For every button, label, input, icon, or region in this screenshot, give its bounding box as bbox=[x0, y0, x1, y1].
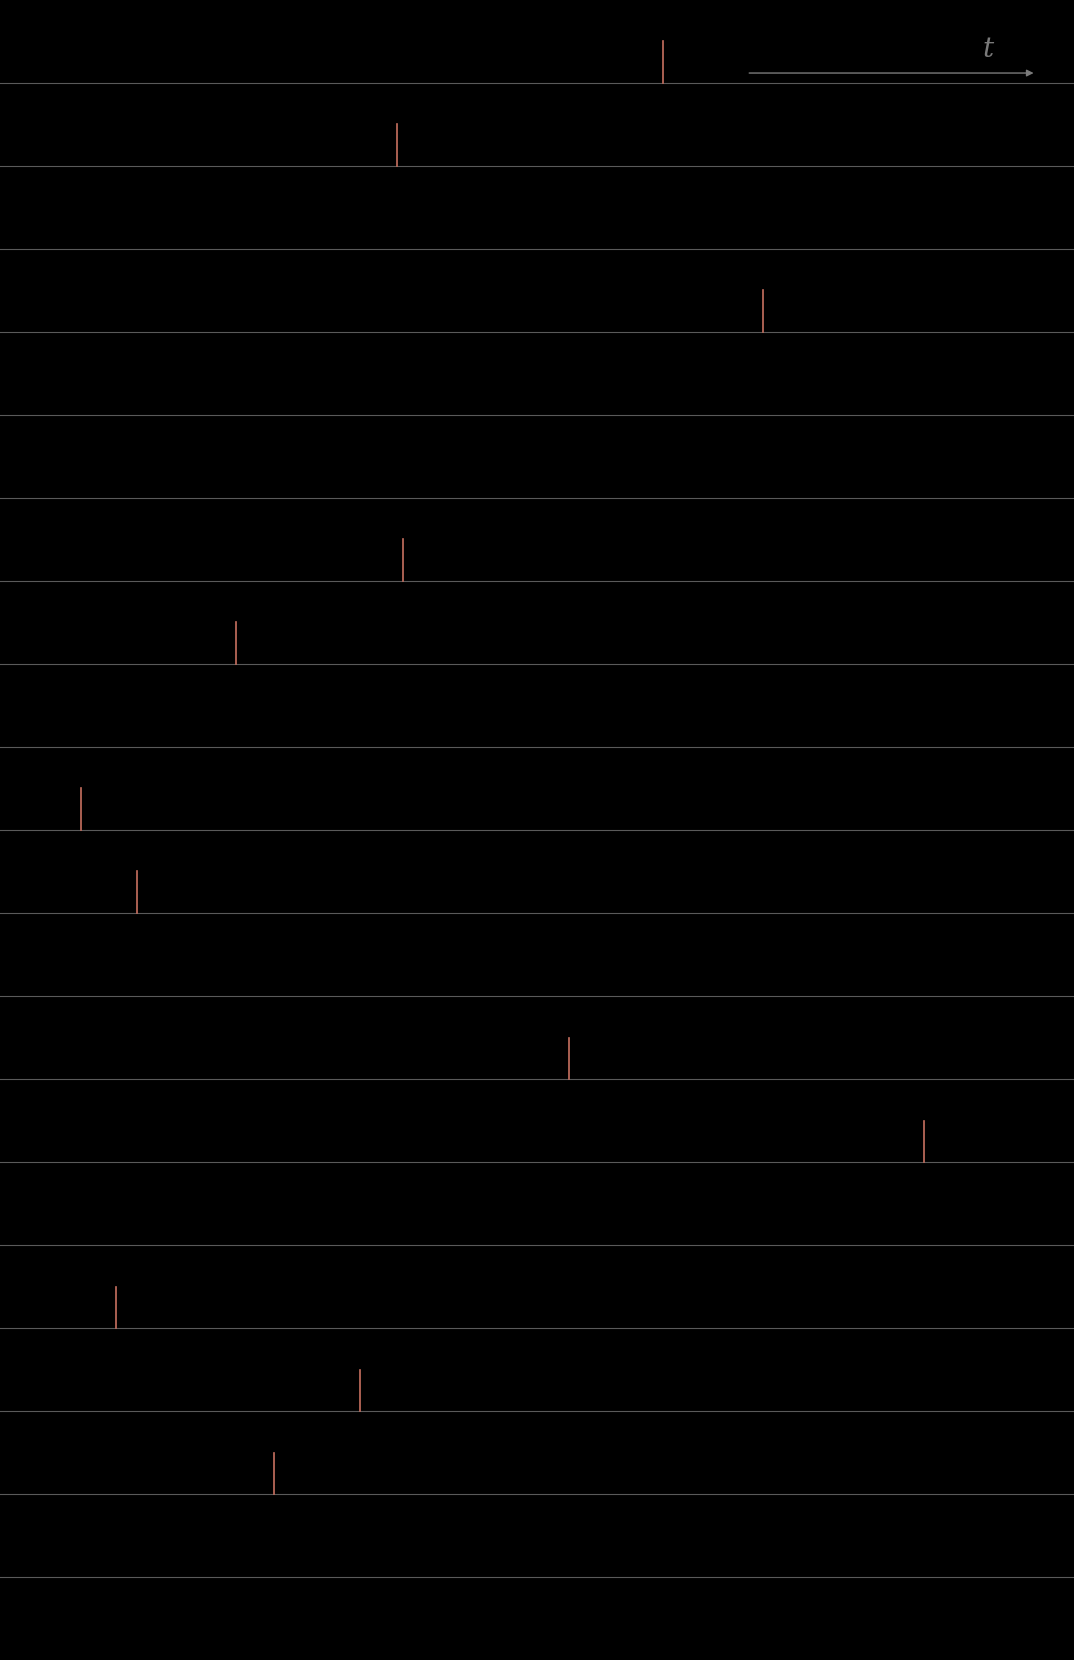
Text: t: t bbox=[983, 37, 993, 63]
